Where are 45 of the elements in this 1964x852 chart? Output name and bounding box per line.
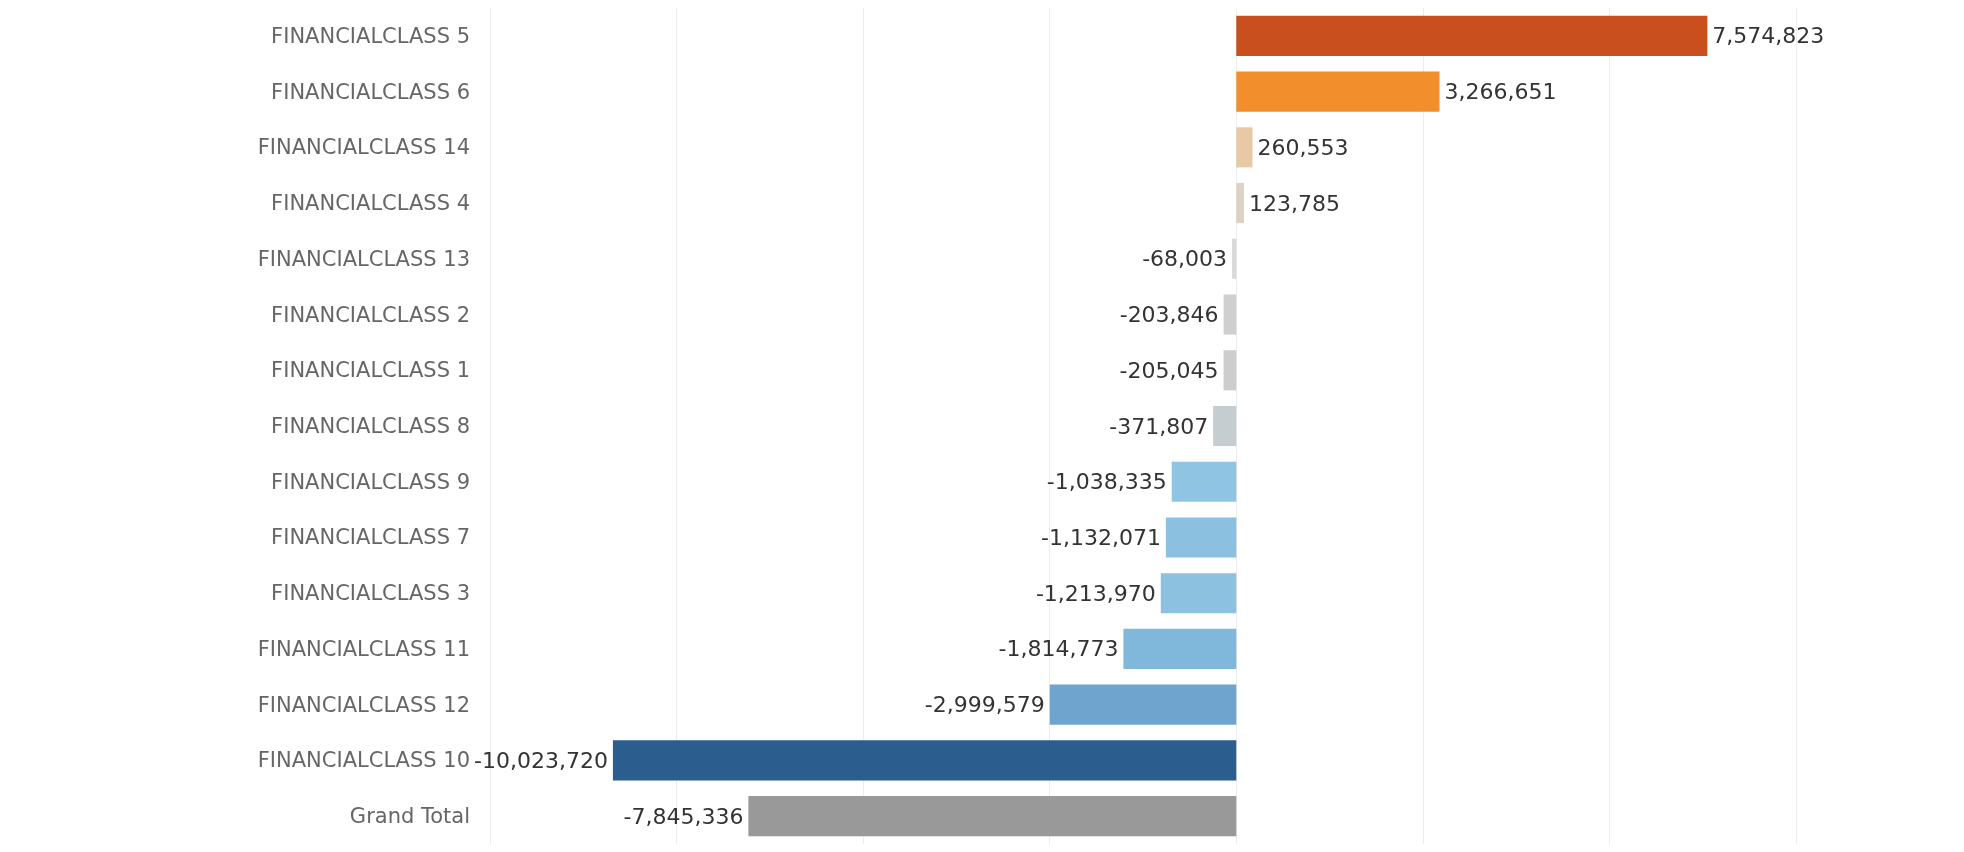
data-label: -203,846: [1119, 302, 1219, 328]
data-label: -1,814,773: [998, 636, 1119, 662]
y-tick-label: Grand Total: [349, 804, 470, 829]
data-label: -205,045: [1119, 357, 1219, 383]
bar: [1232, 238, 1237, 279]
data-label: 123,785: [1248, 190, 1340, 216]
bar: [612, 740, 1237, 781]
y-tick-label: FINANCIALCLASS 5: [271, 23, 470, 48]
data-label: -68,003: [1142, 246, 1228, 272]
y-tick-label: FINANCIALCLASS 4: [271, 191, 470, 216]
y-tick-label: FINANCIALCLASS 3: [271, 581, 470, 606]
bar: [748, 796, 1237, 837]
data-label: 3,266,651: [1444, 79, 1557, 105]
data-label: 260,553: [1257, 134, 1349, 160]
y-tick-label: FINANCIALCLASS 2: [271, 302, 470, 327]
data-label: -7,845,336: [623, 803, 744, 829]
y-tick-label: FINANCIALCLASS 8: [271, 414, 470, 438]
bar: [1223, 350, 1237, 391]
bar: [1160, 573, 1237, 614]
bar: [1236, 127, 1253, 168]
data-label: 7,574,823: [1712, 23, 1825, 49]
y-tick-label: FINANCIALCLASS 9: [271, 469, 470, 494]
bar: [1123, 628, 1237, 669]
bar: [1049, 684, 1237, 725]
bar: [1165, 517, 1237, 558]
bar: [1223, 294, 1237, 335]
y-tick-label: FINANCIALCLASS 14: [257, 135, 470, 160]
bar: [1236, 183, 1244, 224]
y-tick-label: FINANCIALCLASS 6: [271, 79, 470, 104]
data-label: -10,023,720: [474, 747, 608, 773]
bar: [1236, 15, 1708, 56]
data-label: -1,213,970: [1035, 580, 1156, 606]
data-label: -1,132,071: [1040, 524, 1161, 550]
y-tick-label: FINANCIALCLASS 13: [257, 246, 470, 271]
y-tick-label: FINANCIALCLASS 10: [257, 748, 470, 773]
bar: [1171, 461, 1237, 502]
y-tick-label: FINANCIALCLASS 12: [257, 692, 470, 717]
y-tick-label: FINANCIALCLASS 11: [257, 636, 470, 661]
bar: [1236, 71, 1440, 112]
y-tick-label: FINANCIALCLASS 1: [271, 358, 470, 383]
data-label: -371,807: [1109, 413, 1209, 439]
bar: [1213, 405, 1237, 447]
y-tick-label: FINANCIALCLASS 7: [271, 525, 470, 550]
data-label: -1,038,335: [1046, 469, 1167, 495]
data-label: -2,999,579: [924, 692, 1045, 718]
